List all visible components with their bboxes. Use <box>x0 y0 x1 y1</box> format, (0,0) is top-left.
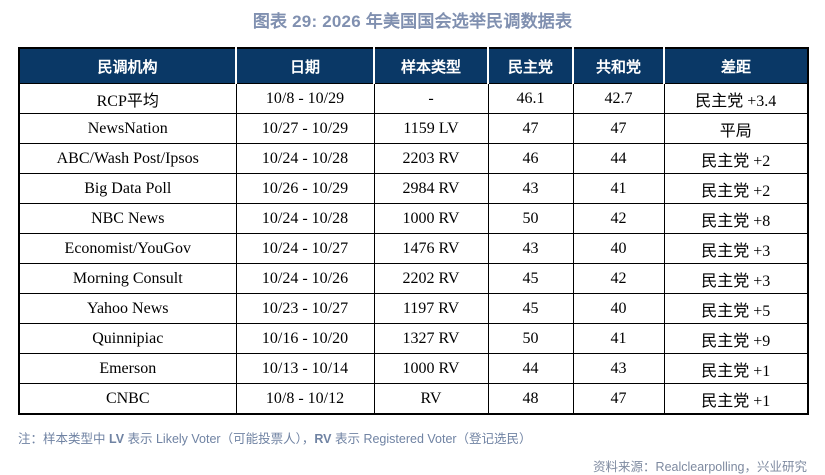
polls-table: 民调机构 日期 样本类型 民主党 共和党 差距 RCP平均 10/8 - 10/29-46.… <box>18 47 809 415</box>
table-cell: Emerson <box>18 353 237 384</box>
table-row: RCP平均 10/8 - 10/29-46.1 42.7 民主党 +3.4 <box>18 83 809 114</box>
table-cell: 50 <box>487 203 574 234</box>
table-cell: 47 <box>572 383 665 415</box>
table-cell: 10/24 - 10/27 <box>235 233 375 264</box>
table-cell: 2203 RV <box>373 143 489 174</box>
table-row: Economist/YouGov 10/24 - 10/27 1476 RV 43 40… <box>18 233 809 264</box>
table-cell: Morning Consult <box>18 263 237 294</box>
table-cell: 民主党 +8 <box>663 203 809 234</box>
table-cell: 48 <box>487 383 574 415</box>
table-cell: 1327 RV <box>373 323 489 354</box>
table-cell: 10/27 - 10/29 <box>235 113 375 144</box>
table-cell: 44 <box>487 353 574 384</box>
table-cell: 10/13 - 10/14 <box>235 353 375 384</box>
table-cell: 10/8 - 10/29 <box>235 83 375 114</box>
table-cell: Quinnipiac <box>18 323 237 354</box>
table-header-row: 民调机构 日期 样本类型 民主党 共和党 差距 <box>19 48 808 84</box>
table-cell: 10/16 - 10/20 <box>235 323 375 354</box>
table-cell: 10/8 - 10/12 <box>235 383 375 415</box>
table-cell: 10/26 - 10/29 <box>235 173 375 204</box>
table-row: Big Data Poll 10/26 - 10/29 2984 RV 43 41 民主党… <box>18 173 809 204</box>
table-cell: 平局 <box>663 113 809 144</box>
table-cell: 2984 RV <box>373 173 489 204</box>
table-cell: 47 <box>572 113 665 144</box>
table-cell: NBC News <box>18 203 237 234</box>
table-cell: 42 <box>572 203 665 234</box>
table-row: Morning Consult 10/24 - 10/26 2202 RV 45 42 民… <box>18 263 809 294</box>
footnote-text-2: 表示 Likely Voter（可能投票人）， <box>124 432 315 446</box>
table-cell: 民主党 +2 <box>663 143 809 174</box>
table-cell: RCP平均 <box>18 83 237 114</box>
column-header-4: 民主党 <box>487 48 573 84</box>
table-cell: - <box>373 83 489 114</box>
table-cell: 45 <box>487 263 574 294</box>
table-cell: 10/23 - 10/27 <box>235 293 375 324</box>
table-cell: 1000 RV <box>373 353 489 384</box>
footnote-lv-abbr: LV <box>108 432 125 446</box>
column-header-3: 样本类型 <box>373 48 488 84</box>
table-cell: 46.1 <box>487 83 574 114</box>
table-cell: 45 <box>487 293 574 324</box>
table-cell: 43 <box>487 233 574 264</box>
table-row: ABC/Wash Post/Ipsos 10/24 - 10/28 2203 RV 4… <box>18 143 809 174</box>
table-cell: 47 <box>487 113 574 144</box>
table-cell: 民主党 +9 <box>663 323 809 354</box>
table-cell: 44 <box>572 143 665 174</box>
table-cell: Economist/YouGov <box>18 233 237 264</box>
table-cell: 41 <box>572 173 665 204</box>
table-cell: 46 <box>487 143 574 174</box>
table-cell: 40 <box>572 293 665 324</box>
footnote-text-3: 表示 Registered Voter（登记选民） <box>331 432 532 446</box>
table-cell: 民主党 +1 <box>663 383 809 415</box>
table-row: Quinnipiac 10/16 - 10/20 1327 RV 50 41 民主党 +9 <box>18 323 809 354</box>
table-cell: 民主党 +1 <box>663 353 809 384</box>
table-cell: 10/24 - 10/28 <box>235 203 375 234</box>
table-cell: CNBC <box>18 383 237 415</box>
footnote-text-1: 注：样本类型中 <box>18 432 109 446</box>
table-cell: 40 <box>572 233 665 264</box>
table-cell: RV <box>373 383 489 415</box>
table-row: NBC News 10/24 - 10/28 1000 RV 50 42 民主党 +8 <box>18 203 809 234</box>
column-header-6: 差距 <box>663 48 808 84</box>
table-cell: 1159 LV <box>373 113 489 144</box>
footnote-rv-abbr: RV <box>314 432 332 446</box>
footnote: 注：样本类型中 LV 表示 Likely Voter（可能投票人），RV 表示 … <box>18 428 825 447</box>
table-cell: Big Data Poll <box>18 173 237 204</box>
table-cell: 民主党 +3 <box>663 233 809 264</box>
table-cell: 2202 RV <box>373 263 489 294</box>
table-cell: 42.7 <box>572 83 665 114</box>
table-cell: 43 <box>572 353 665 384</box>
table-row: CNBC 10/8 - 10/12 RV 48 47 民主党 +1 <box>18 383 809 415</box>
table-cell: 50 <box>487 323 574 354</box>
table-cell: 10/24 - 10/28 <box>235 143 375 174</box>
table-cell: ABC/Wash Post/Ipsos <box>18 143 237 174</box>
table-cell: NewsNation <box>18 113 237 144</box>
table-cell: 10/24 - 10/26 <box>235 263 375 294</box>
figure-title: 图表 29: 2026 年美国国会选举民调数据表 <box>252 12 573 31</box>
column-header-1: 民调机构 <box>19 48 236 84</box>
source-credit: 资料来源：Realclearpolling，兴业研究 <box>593 460 807 474</box>
table-row: Yahoo News 10/23 - 10/27 1197 RV 45 40 民主党 +5 <box>18 293 809 324</box>
table-cell: 民主党 +3 <box>663 263 809 294</box>
table-cell: 43 <box>487 173 574 204</box>
table-cell: 民主党 +3.4 <box>663 83 809 114</box>
table-row: Emerson 10/13 - 10/14 1000 RV 44 43 民主党 +1 <box>18 353 809 384</box>
column-header-5: 共和党 <box>572 48 664 84</box>
table-cell: 民主党 +2 <box>663 173 809 204</box>
table-cell: 41 <box>572 323 665 354</box>
table-cell: 1000 RV <box>373 203 489 234</box>
table-cell: 民主党 +5 <box>663 293 809 324</box>
table-cell: 1476 RV <box>373 233 489 264</box>
table-cell: 1197 RV <box>373 293 489 324</box>
table-cell: 42 <box>572 263 665 294</box>
table-row: NewsNation 10/27 - 10/29 1159 LV 47 47 平局 <box>18 113 809 144</box>
table-cell: Yahoo News <box>18 293 237 324</box>
column-header-2: 日期 <box>235 48 374 84</box>
